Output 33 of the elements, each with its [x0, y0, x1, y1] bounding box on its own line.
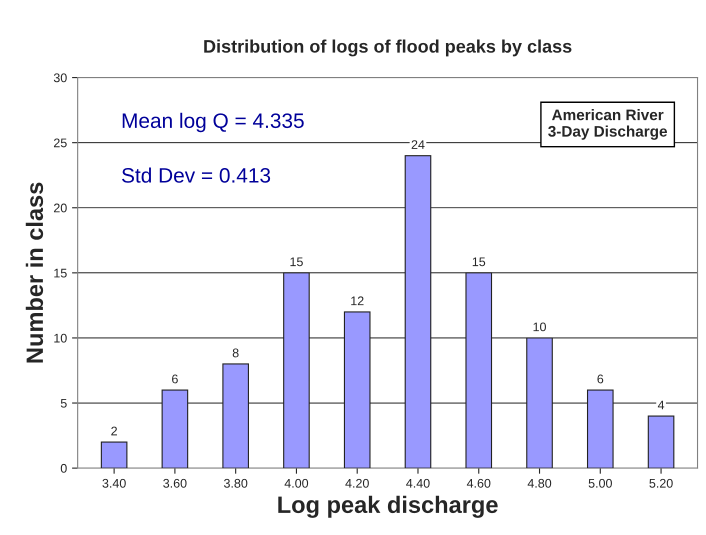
y-tick-label: 30 — [54, 73, 67, 82]
y-tick-label: 15 — [54, 268, 67, 278]
x-tick-label: 4.40 — [406, 478, 430, 488]
x-tick-label: 4.20 — [345, 478, 369, 488]
x-tick-label: 4.80 — [528, 478, 552, 488]
annotation: Std Dev = 0.413 — [122, 167, 270, 183]
data-label: 10 — [534, 322, 546, 332]
x-axis-title: Log peak discharge — [278, 496, 498, 518]
y-tick-label: 5 — [60, 398, 67, 408]
data-label: 15 — [290, 257, 303, 266]
x-tick-label: 5.20 — [649, 478, 673, 488]
x-tick-label: 4.00 — [284, 478, 308, 488]
x-tick-label: 3.60 — [163, 478, 187, 488]
data-label: 6 — [172, 374, 178, 384]
annotation: American River 3-Day Discharge — [548, 109, 667, 140]
data-label: 8 — [232, 348, 239, 358]
y-axis-title: Number in class — [26, 182, 44, 362]
data-label: 2 — [111, 426, 117, 436]
data-label: 12 — [351, 296, 364, 306]
y-tick-label: 25 — [54, 138, 67, 148]
x-tick-label: 3.80 — [224, 478, 248, 488]
data-label: 4 — [658, 400, 664, 410]
y-tick-label: 20 — [54, 204, 67, 212]
annotation: Mean log Q = 4.335 — [122, 112, 304, 132]
x-tick-label: 4.60 — [466, 478, 490, 488]
data-label: 15 — [472, 257, 486, 266]
chart-title: Distribution of logs of flood peaks by class — [204, 39, 572, 56]
x-tick-label: 3.40 — [102, 478, 126, 488]
y-tick-label: 10 — [54, 334, 67, 343]
data-label: 24 — [412, 140, 425, 149]
y-tick-label: 0 — [60, 464, 67, 473]
x-tick-label: 5.00 — [588, 478, 612, 488]
data-label: 6 — [597, 374, 604, 384]
